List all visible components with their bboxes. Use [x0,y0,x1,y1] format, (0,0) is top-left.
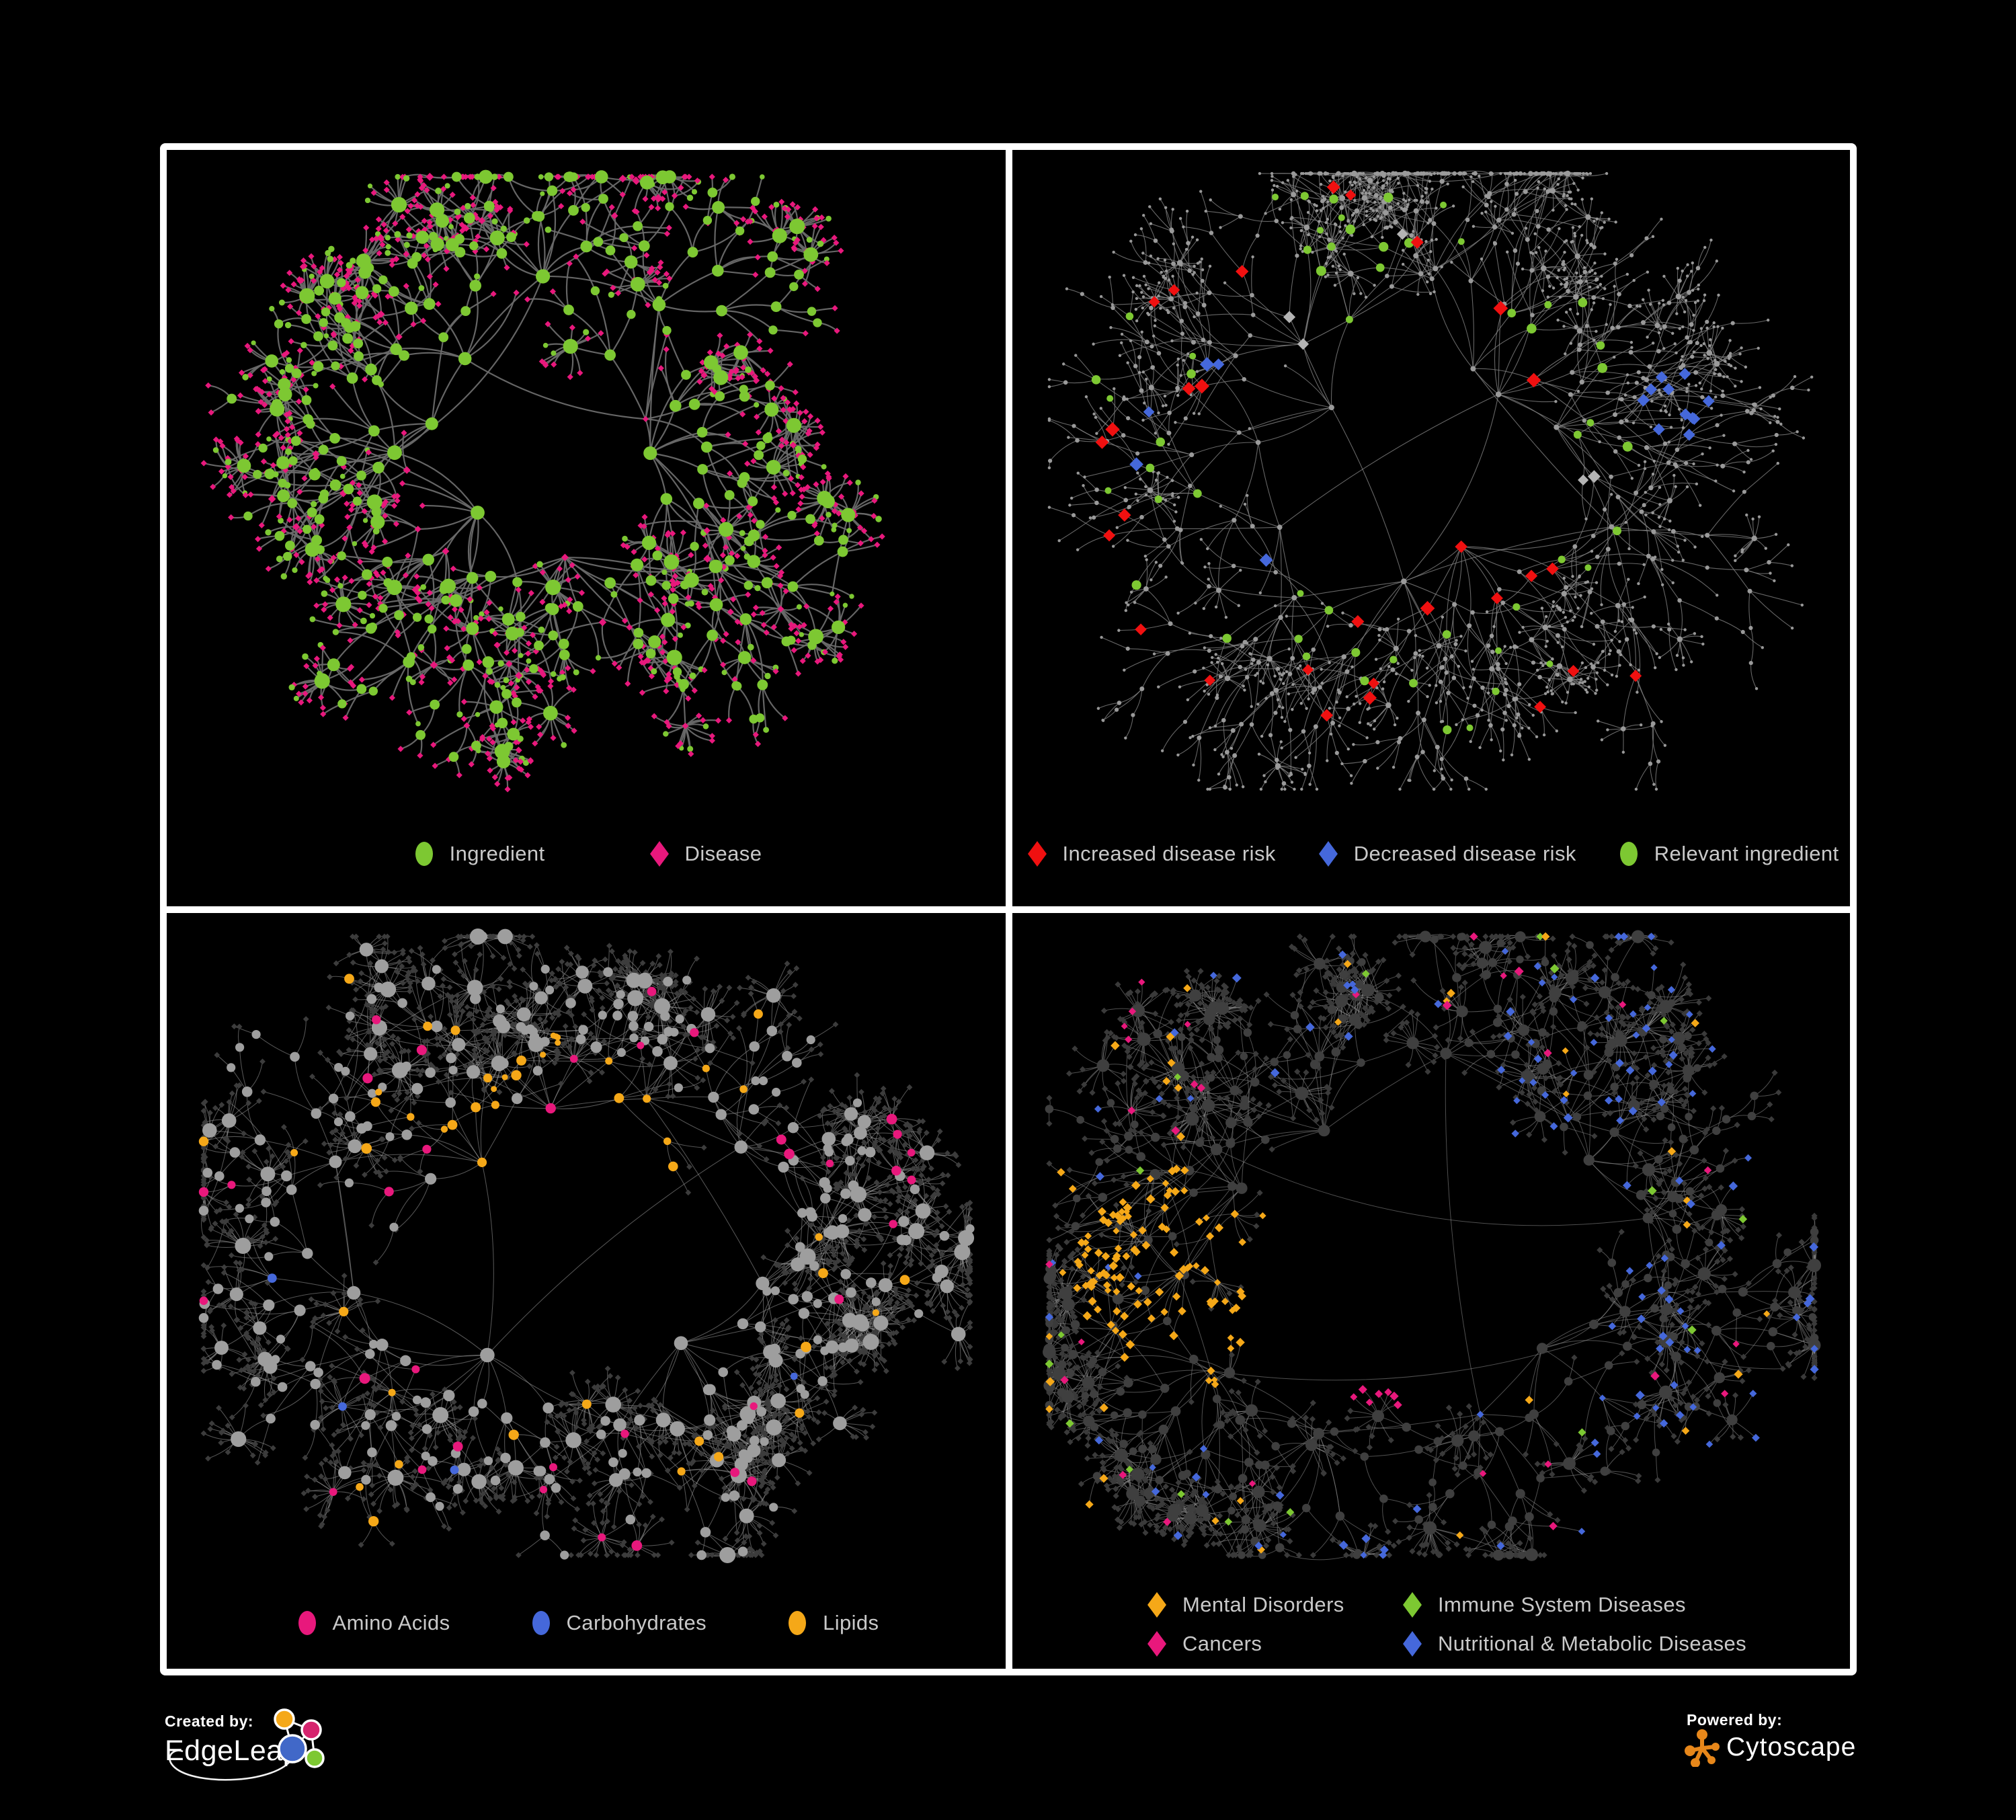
cytoscape-brand-row: Cytoscape [1682,1728,1856,1767]
disease-category-network-canvas [1043,930,1822,1561]
cytoscape-wordmark: Cytoscape [1726,1733,1857,1762]
legend-label: Relevant ingredient [1654,842,1839,865]
legend-item: Amino Acids [294,1608,450,1638]
legend-label: Nutritional & Metabolic Diseases [1438,1632,1747,1655]
legend-item: Disease [646,839,762,869]
legend-item: Carbohydrates [528,1608,707,1638]
legend-item: Immune System Diseases [1399,1590,1746,1620]
legend-item: Nutritional & Metabolic Diseases [1399,1629,1746,1659]
legend-diamond-icon [1403,1592,1422,1618]
cytoscape-logo-icon [1685,1729,1720,1767]
legend-item: Ingredient [411,839,545,869]
legend-disease-risk: Increased disease risk Decreased disease … [1012,839,1850,869]
legend-label: Ingredient [449,842,545,865]
legend-compound-class: Amino Acids Carbohydrates Lipids [167,1608,1006,1638]
legend-label: Increased disease risk [1062,842,1276,865]
edgeleap-logo-icon [169,1708,325,1781]
legend-ingredient-disease: Ingredient Disease [167,839,1006,869]
compound-class-network-canvas [198,928,975,1563]
legend-circle-icon [415,842,433,866]
ingredient-disease-network-canvas [200,169,885,793]
powered-by-block: Powered by: [1687,1711,1782,1729]
legend-circle-icon [1619,842,1638,866]
legend-label: Decreased disease risk [1353,842,1576,865]
created-by-label: Created by: [165,1712,254,1730]
legend-item: Increased disease risk [1024,839,1276,869]
panel-disease-risk: Increased disease risk Decreased disease … [1012,150,1850,906]
legend-label: Disease [684,842,762,865]
network-grid: Ingredient Disease Increased disease risk… [160,143,1857,1675]
panel-compound-class: Amino Acids Carbohydrates Lipids [167,913,1006,1669]
legend-item: Mental Disorders [1143,1590,1399,1620]
legend-circle-icon [298,1611,316,1635]
legend-disease-category: Mental Disorders Immune System Diseases Ca… [1143,1590,1746,1659]
legend-label: Amino Acids [332,1611,450,1634]
legend-label: Immune System Diseases [1438,1593,1686,1616]
legend-diamond-icon [1147,1592,1166,1618]
legend-circle-icon [532,1611,550,1635]
legend-diamond-icon [649,841,669,867]
panel-disease-category: Mental Disorders Immune System Diseases Ca… [1012,913,1850,1669]
legend-diamond-icon [1027,841,1047,867]
legend-label: Carbohydrates [566,1611,707,1634]
legend-item: Cancers [1143,1629,1399,1659]
legend-diamond-icon [1147,1631,1166,1657]
legend-label: Mental Disorders [1182,1593,1344,1616]
created-by-block: Created by: EdgeLeap [165,1712,299,1768]
legend-item: Relevant ingredient [1615,839,1839,869]
legend-label: Cancers [1182,1632,1262,1655]
edgeleap-wordmark: EdgeLeap [165,1735,300,1767]
panel-ingredient-disease: Ingredient Disease [167,150,1006,906]
legend-diamond-icon [1403,1631,1422,1657]
disease-risk-network-canvas [1047,170,1814,791]
legend-item: Lipids [784,1608,879,1638]
legend-circle-icon [789,1611,807,1635]
legend-label: Lipids [823,1611,879,1634]
legend-diamond-icon [1318,841,1338,867]
powered-by-label: Powered by: [1687,1711,1783,1729]
legend-item: Decreased disease risk [1315,839,1576,869]
